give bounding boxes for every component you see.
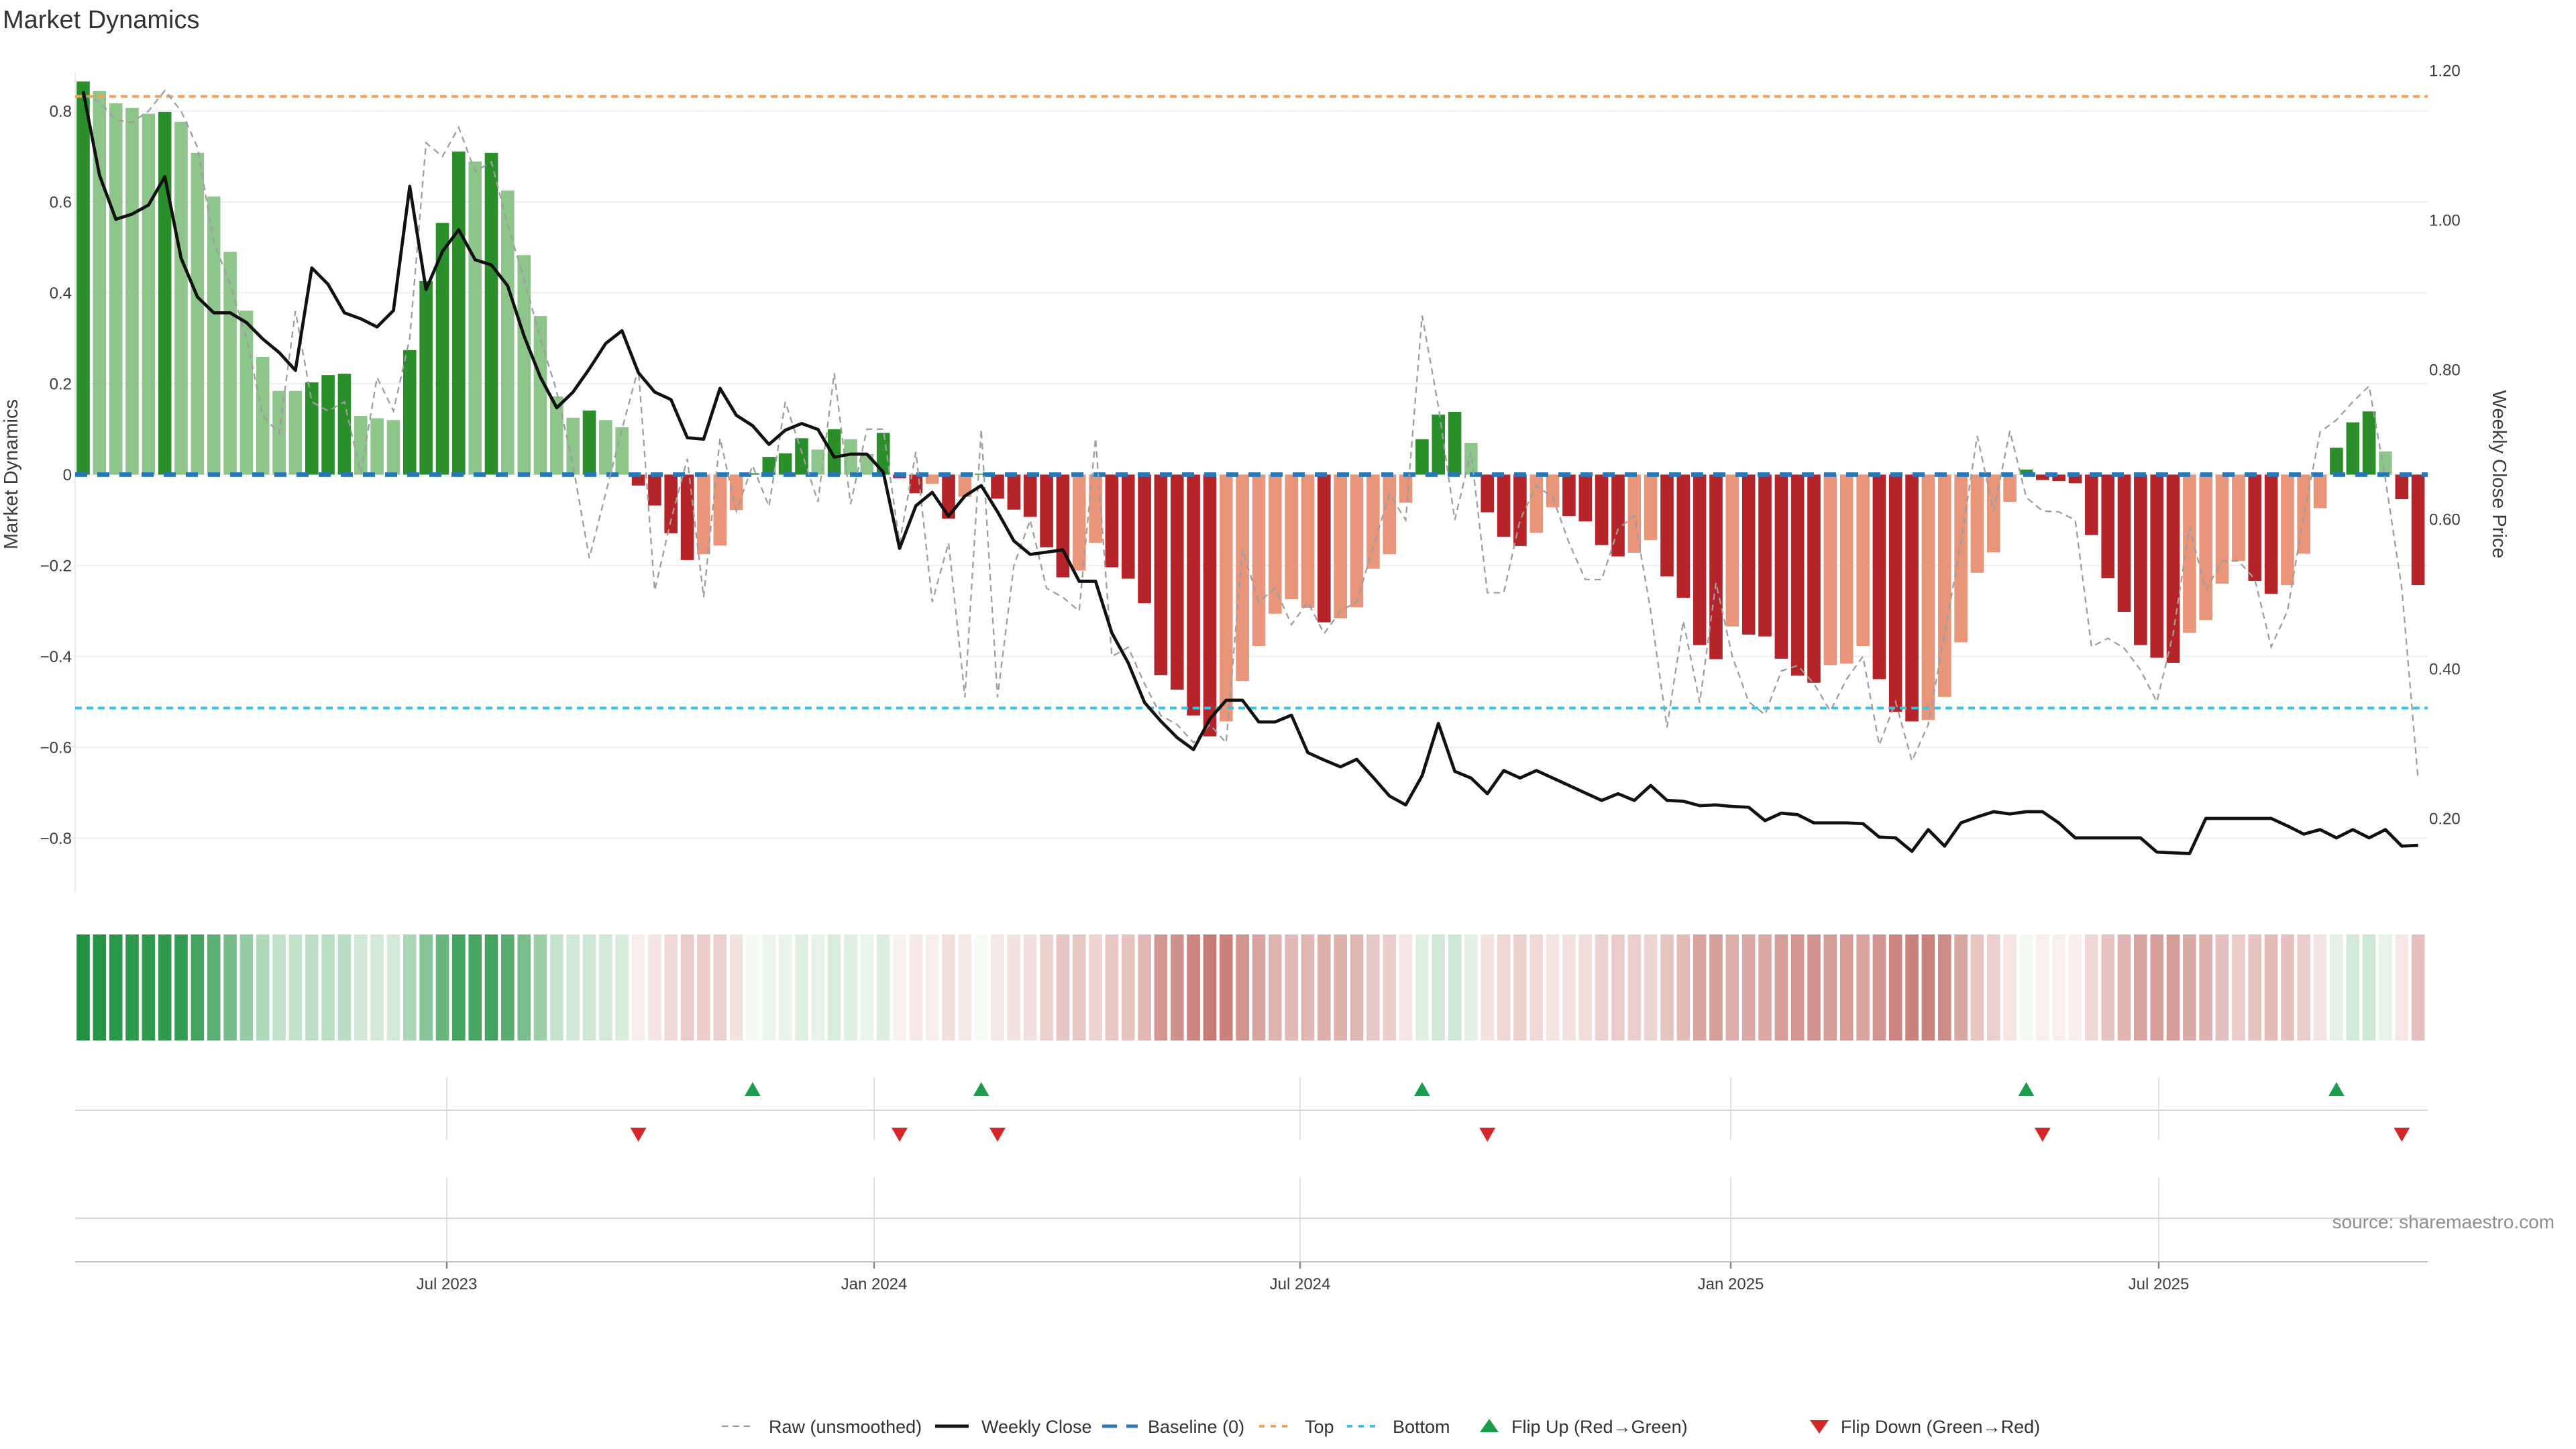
svg-text:Flip Down (Green→Red): Flip Down (Green→Red) [1841,1417,2040,1437]
svg-text:−0.8: −0.8 [40,830,72,848]
svg-text:Jul 2025: Jul 2025 [2129,1275,2190,1293]
svg-text:0.8: 0.8 [50,103,72,121]
svg-text:Weekly Close: Weekly Close [981,1417,1092,1437]
svg-text:Market Dynamics: Market Dynamics [3,6,200,34]
svg-text:−0.2: −0.2 [40,557,72,576]
svg-text:0.20: 0.20 [2429,810,2461,828]
svg-text:0.6: 0.6 [50,194,72,212]
svg-text:0.4: 0.4 [50,284,72,303]
svg-text:Top: Top [1305,1417,1334,1437]
svg-text:0.2: 0.2 [50,376,72,394]
svg-text:Raw (unsmoothed): Raw (unsmoothed) [769,1417,922,1437]
svg-text:−0.4: −0.4 [40,648,72,666]
svg-text:0.40: 0.40 [2429,661,2461,679]
svg-text:Flip Up (Red→Green): Flip Up (Red→Green) [1511,1417,1688,1437]
svg-text:0.60: 0.60 [2429,511,2461,529]
svg-text:Baseline (0): Baseline (0) [1148,1417,1244,1437]
svg-text:Jan 2025: Jan 2025 [1698,1275,1764,1293]
svg-text:Bottom: Bottom [1393,1417,1450,1437]
svg-text:Market Dynamics: Market Dynamics [1,399,22,549]
svg-text:Jul 2023: Jul 2023 [417,1275,478,1293]
svg-text:source: sharemaestro.com: source: sharemaestro.com [2332,1212,2555,1232]
svg-text:1.00: 1.00 [2429,212,2461,230]
svg-text:Weekly Close Price: Weekly Close Price [2488,390,2510,559]
svg-text:0: 0 [63,466,72,484]
svg-text:1.20: 1.20 [2429,62,2461,80]
svg-text:−0.6: −0.6 [40,739,72,757]
svg-text:Jan 2024: Jan 2024 [841,1275,908,1293]
svg-text:0.80: 0.80 [2429,362,2461,380]
svg-text:Jul 2024: Jul 2024 [1270,1275,1331,1293]
